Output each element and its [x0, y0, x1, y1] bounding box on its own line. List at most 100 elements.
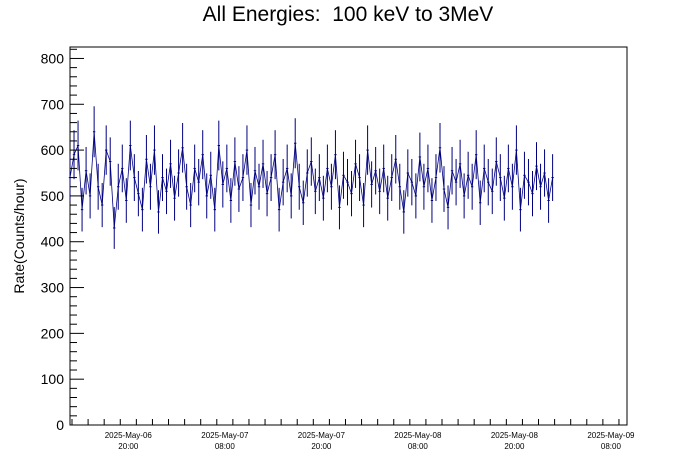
series-segment	[471, 154, 477, 187]
series-segment	[230, 161, 236, 201]
series-segment	[431, 177, 437, 201]
y-tick-label: 200	[41, 325, 65, 341]
series-segment	[371, 170, 377, 185]
series-segment	[516, 150, 521, 210]
chart-title: All Energies: 100 keV to 3MeV	[202, 3, 494, 26]
series-segment	[511, 150, 517, 187]
x-tick-time-label: 20:00	[504, 442, 525, 451]
series-segment	[121, 168, 127, 201]
series-segment	[443, 188, 449, 208]
series-segment	[105, 149, 111, 162]
series-segment	[475, 154, 481, 203]
series-segment	[528, 182, 533, 194]
series-segment	[318, 177, 324, 199]
series-segment	[524, 175, 529, 183]
series-segment	[174, 172, 179, 199]
series-segment	[117, 168, 123, 187]
series-segment	[403, 172, 409, 212]
series-segment	[137, 193, 143, 210]
series-segment	[238, 177, 244, 190]
series-segment	[326, 168, 332, 187]
series-segment	[499, 177, 505, 199]
series-segment	[343, 175, 348, 183]
series-segment	[387, 177, 393, 199]
series-segment	[391, 159, 397, 178]
series-segment	[491, 161, 497, 192]
series-segment	[322, 168, 328, 199]
x-tick-date-label: 2025-May-08	[491, 431, 539, 440]
series-segment	[194, 168, 200, 183]
series-segment	[274, 154, 280, 210]
y-tick-label: 0	[56, 417, 64, 433]
series-segment	[439, 147, 445, 190]
series-segment	[113, 186, 119, 229]
y-tick-label: 400	[41, 234, 65, 250]
series-segment	[503, 168, 509, 199]
series-segment	[218, 145, 224, 185]
series-segment	[81, 170, 87, 210]
series-segment	[467, 175, 473, 187]
y-tick-label: 500	[41, 188, 65, 204]
series-segment	[262, 163, 268, 194]
series-segment	[97, 186, 103, 206]
series-segment	[186, 186, 192, 206]
series-segment	[206, 175, 212, 196]
x-axis: 2025-May-06 20:00 2025-May-07 08:00 2025-May…	[71, 419, 635, 451]
x-tick-date-label: 2025-May-07	[298, 431, 346, 440]
series-segment	[298, 186, 304, 203]
series-segment	[282, 168, 288, 183]
x-tick-time-label: 08:00	[215, 442, 236, 451]
series-segment	[415, 156, 421, 196]
series-segment	[242, 150, 248, 178]
y-tick-label: 700	[41, 96, 65, 112]
series-segment	[479, 168, 485, 203]
series-segment	[548, 177, 553, 201]
series-segment	[532, 166, 537, 194]
x-tick-time-label: 20:00	[311, 442, 332, 451]
series-segment	[495, 161, 501, 178]
series-segment	[166, 163, 171, 192]
x-tick-time-label: 20:00	[118, 442, 139, 451]
series-layer	[68, 106, 554, 249]
x-tick-time-label: 08:00	[408, 442, 429, 451]
series-segment	[367, 150, 373, 185]
y-tick-label: 800	[41, 50, 65, 66]
series-segment	[141, 159, 147, 210]
y-tick-label: 300	[41, 280, 65, 296]
series-segment	[411, 182, 417, 197]
series-segment	[435, 147, 441, 178]
x-tick-date-label: 2025-May-09	[587, 431, 635, 440]
y-axis-label: Rate(Counts/hour)	[11, 178, 27, 293]
series-segment	[463, 175, 469, 196]
series-segment	[286, 168, 292, 196]
series-segment	[250, 170, 256, 206]
series-segment	[89, 131, 95, 196]
series-segment	[419, 156, 425, 187]
y-tick-label: 600	[41, 142, 65, 158]
series-segment	[335, 154, 340, 208]
series-segment	[423, 168, 429, 187]
series-segment	[302, 172, 308, 203]
series-segment	[182, 147, 188, 187]
series-segment	[190, 168, 196, 206]
series-segment	[290, 143, 296, 196]
series-segment	[407, 172, 413, 183]
series-segment	[109, 161, 115, 229]
series-segment	[487, 182, 493, 192]
series-segment	[451, 170, 457, 183]
series-segment	[379, 168, 385, 192]
x-tick-date-label: 2025-May-06	[105, 431, 153, 440]
series-segment	[234, 161, 240, 190]
series-segment	[507, 168, 513, 187]
series-segment	[170, 163, 175, 199]
series-segment	[544, 172, 549, 201]
series-segment	[359, 177, 364, 206]
series-segment	[214, 145, 220, 210]
series-segment	[210, 175, 216, 210]
series-segment	[399, 186, 405, 213]
series-segment	[294, 143, 300, 187]
series-segment	[314, 177, 320, 192]
plot-frame	[69, 46, 628, 426]
series-segment	[154, 150, 159, 212]
